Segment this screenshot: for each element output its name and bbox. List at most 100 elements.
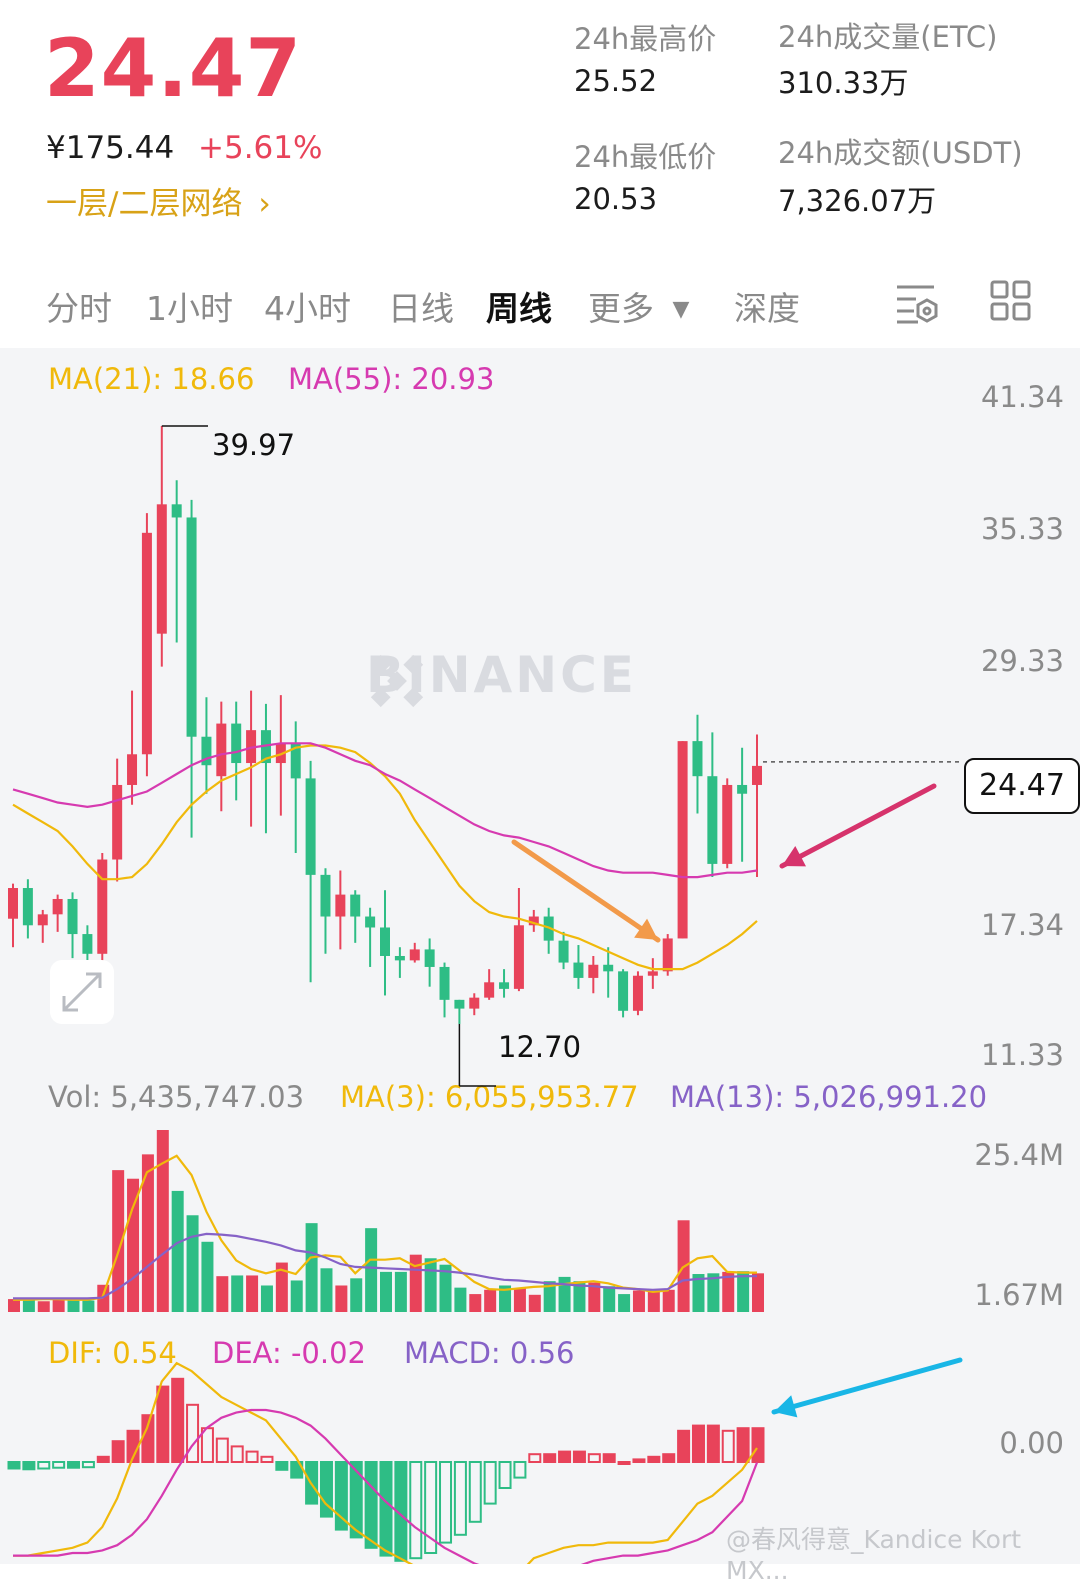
last-price: 24.47 <box>44 22 303 115</box>
macd-bar <box>52 1461 66 1469</box>
volume-bar <box>558 1276 571 1312</box>
pink-arrow-head <box>782 846 806 867</box>
candle-body <box>662 938 673 972</box>
volume-bar <box>499 1285 512 1312</box>
macd-bar <box>424 1461 438 1554</box>
volume-bar <box>320 1268 333 1312</box>
expand-button[interactable] <box>50 960 114 1024</box>
volume-bar <box>365 1228 378 1312</box>
expand-icon <box>62 972 102 1012</box>
volume-bar <box>588 1282 601 1312</box>
macd-bar <box>230 1445 244 1464</box>
candle-body <box>216 723 227 777</box>
current-price-box[interactable]: 24.47 <box>964 758 1080 814</box>
candle-body <box>424 949 435 967</box>
candle-body <box>52 898 63 915</box>
candle-body <box>558 940 569 963</box>
tab-1h[interactable]: 1小时 <box>146 289 233 328</box>
volume-bar <box>201 1241 214 1312</box>
volume-bar <box>752 1273 764 1312</box>
macd-bar <box>483 1461 497 1505</box>
blue-arrow-head <box>774 1395 798 1418</box>
grid-layout-icon[interactable] <box>990 280 1032 322</box>
tab-daily[interactable]: 日线 <box>388 289 454 328</box>
volume-bar <box>454 1287 467 1312</box>
candle-body <box>350 894 361 917</box>
price-tick: 11.33 <box>980 1038 1064 1072</box>
candle-body <box>439 966 450 1000</box>
volume-bar <box>513 1288 526 1312</box>
author-credit: @春风得意_Kandice Kort MX... <box>726 1525 1022 1585</box>
macd-bar <box>736 1427 750 1463</box>
volume-bar <box>439 1264 452 1312</box>
volume-bar <box>618 1294 631 1312</box>
macd-bar <box>171 1377 185 1464</box>
chevron-right-icon: › <box>258 186 271 222</box>
macd-bar <box>319 1461 333 1518</box>
volume-bar <box>22 1297 35 1312</box>
macd-bar <box>111 1440 125 1463</box>
volume-bar <box>52 1299 65 1312</box>
volume-bar <box>603 1286 616 1312</box>
candle-body <box>231 723 242 764</box>
tab-more[interactable]: 更多 ▼ <box>588 282 689 330</box>
candle-body <box>573 962 584 978</box>
tab-timeline[interactable]: 分时 <box>46 289 112 328</box>
volume-bar <box>186 1215 199 1312</box>
candle-body <box>156 504 167 634</box>
volume-bar <box>662 1289 675 1312</box>
tab-depth[interactable]: 深度 <box>734 289 800 328</box>
price-tick: 29.33 <box>980 644 1064 678</box>
volume-bar <box>8 1299 20 1312</box>
volume-value: 310.33万 <box>778 66 909 100</box>
candle-body <box>141 532 152 755</box>
macd-bar <box>156 1385 170 1463</box>
volume-bar <box>112 1170 125 1312</box>
candle-body <box>67 898 78 935</box>
indicator-settings-icon[interactable] <box>894 282 940 326</box>
macd-bar <box>632 1458 646 1464</box>
dea-line <box>13 1408 759 1564</box>
cny-price: ¥175.44 <box>46 130 175 166</box>
orange-arrow <box>511 839 661 943</box>
candle-body <box>112 784 123 860</box>
candle-body <box>290 743 301 779</box>
tab-4h[interactable]: 4小时 <box>264 289 351 328</box>
candle-body <box>201 736 212 766</box>
volume-bar <box>231 1275 244 1312</box>
dif-legend: DIF: 0.54 <box>48 1336 177 1370</box>
price-tick: 41.34 <box>980 380 1064 414</box>
volume-bar <box>722 1271 735 1312</box>
volume-bar <box>394 1271 407 1312</box>
candle-body <box>394 955 405 961</box>
macd-bar <box>513 1461 527 1479</box>
candle-body <box>752 765 762 785</box>
tab-weekly[interactable]: 周线 <box>486 289 552 328</box>
macd-bar <box>334 1461 348 1531</box>
macd-bar <box>409 1461 423 1560</box>
volume-bar <box>484 1289 497 1312</box>
macd-bar <box>37 1461 51 1470</box>
candle-body <box>588 964 599 978</box>
volume-bar <box>335 1285 348 1312</box>
dropdown-arrow-icon: ▼ <box>672 297 690 322</box>
change-percent: +5.61% <box>198 130 323 166</box>
macd-legend: MACD: 0.56 <box>404 1336 575 1370</box>
ma21-legend: MA(21): 18.66 <box>48 362 255 396</box>
orange-arrow-head <box>634 918 658 940</box>
volume-bar <box>424 1258 437 1312</box>
network-link-label: 一层/二层网络 <box>46 186 243 222</box>
candle-body <box>186 517 197 737</box>
volume-bar <box>127 1178 140 1312</box>
macd-bar <box>498 1461 512 1489</box>
macd-bar <box>662 1453 676 1463</box>
network-link[interactable]: 一层/二层网络 › <box>46 178 271 223</box>
candle-body <box>677 741 688 939</box>
price-tick: 35.33 <box>980 512 1064 546</box>
chart-area[interactable] <box>0 348 1080 1564</box>
macd-bar <box>558 1450 572 1463</box>
candle-body <box>22 888 33 926</box>
volume-bar <box>156 1130 169 1312</box>
macd-bar <box>275 1461 289 1471</box>
